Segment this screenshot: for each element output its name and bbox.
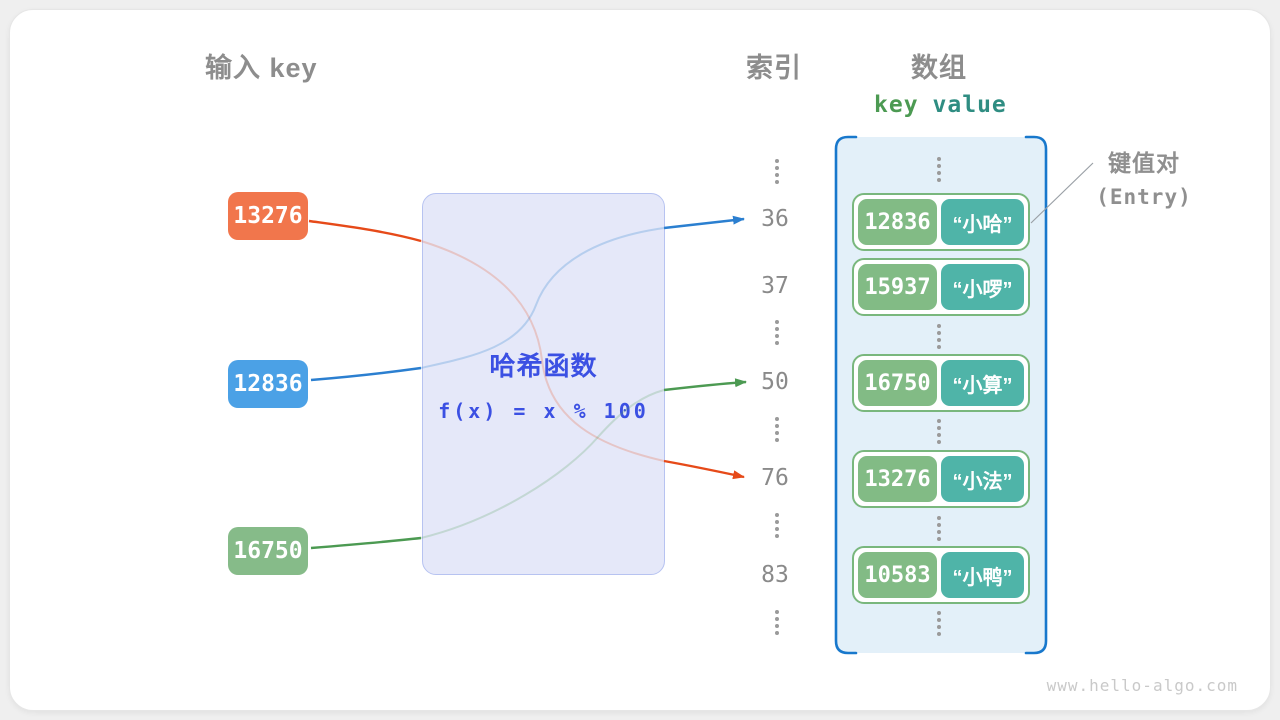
hash-function-title: 哈希函数 bbox=[489, 350, 598, 381]
kv-value-label: value bbox=[932, 92, 1007, 118]
title-array: 数组 bbox=[911, 53, 967, 83]
title-input-key: 输入 key bbox=[205, 53, 318, 83]
index-ellipsis bbox=[773, 320, 781, 345]
entry-value: “小鸭” bbox=[941, 552, 1024, 598]
index-83: 83 bbox=[761, 562, 789, 588]
entry-row: 13276 “小法” bbox=[852, 450, 1030, 508]
entry-row: 15937 “小啰” bbox=[852, 258, 1030, 316]
entry-row: 10583 “小鸭” bbox=[852, 546, 1030, 604]
array-ellipsis bbox=[935, 611, 943, 636]
index-37: 37 bbox=[761, 273, 789, 299]
kv-key-label: key bbox=[874, 92, 919, 118]
entry-key: 10583 bbox=[858, 552, 937, 598]
entry-value: “小法” bbox=[941, 456, 1024, 502]
array-ellipsis bbox=[935, 157, 943, 182]
entry-key: 12836 bbox=[858, 199, 937, 245]
index-50: 50 bbox=[761, 369, 789, 395]
entry-key: 16750 bbox=[858, 360, 937, 406]
index-36: 36 bbox=[761, 206, 789, 232]
index-ellipsis bbox=[773, 417, 781, 442]
array-ellipsis bbox=[935, 516, 943, 541]
hash-function-formula: f(x) = x % 100 bbox=[438, 398, 649, 423]
index-ellipsis bbox=[773, 513, 781, 538]
index-ellipsis bbox=[773, 159, 781, 184]
index-76: 76 bbox=[761, 465, 789, 491]
entry-value: “小算” bbox=[941, 360, 1024, 406]
input-key-13276: 13276 bbox=[228, 192, 308, 240]
entry-annotation: 键值对 (Entry) bbox=[1083, 144, 1205, 209]
entry-key: 13276 bbox=[858, 456, 937, 502]
input-key-16750: 16750 bbox=[228, 527, 308, 575]
entry-row: 16750 “小算” bbox=[852, 354, 1030, 412]
title-index: 索引 bbox=[746, 53, 802, 83]
array-kv-header: key value bbox=[874, 92, 1007, 118]
input-key-12836: 12836 bbox=[228, 360, 308, 408]
entry-annotation-cn: 键值对 bbox=[1108, 150, 1180, 176]
hash-function-box: 哈希函数 f(x) = x % 100 bbox=[422, 193, 665, 575]
entry-value: “小哈” bbox=[941, 199, 1024, 245]
array-ellipsis bbox=[935, 419, 943, 444]
index-ellipsis bbox=[773, 610, 781, 635]
entry-value: “小啰” bbox=[941, 264, 1024, 310]
entry-key: 15937 bbox=[858, 264, 937, 310]
entry-annotation-en: (Entry) bbox=[1096, 185, 1192, 209]
watermark: www.hello-algo.com bbox=[1046, 676, 1238, 695]
entry-row: 12836 “小哈” bbox=[852, 193, 1030, 251]
array-ellipsis bbox=[935, 324, 943, 349]
